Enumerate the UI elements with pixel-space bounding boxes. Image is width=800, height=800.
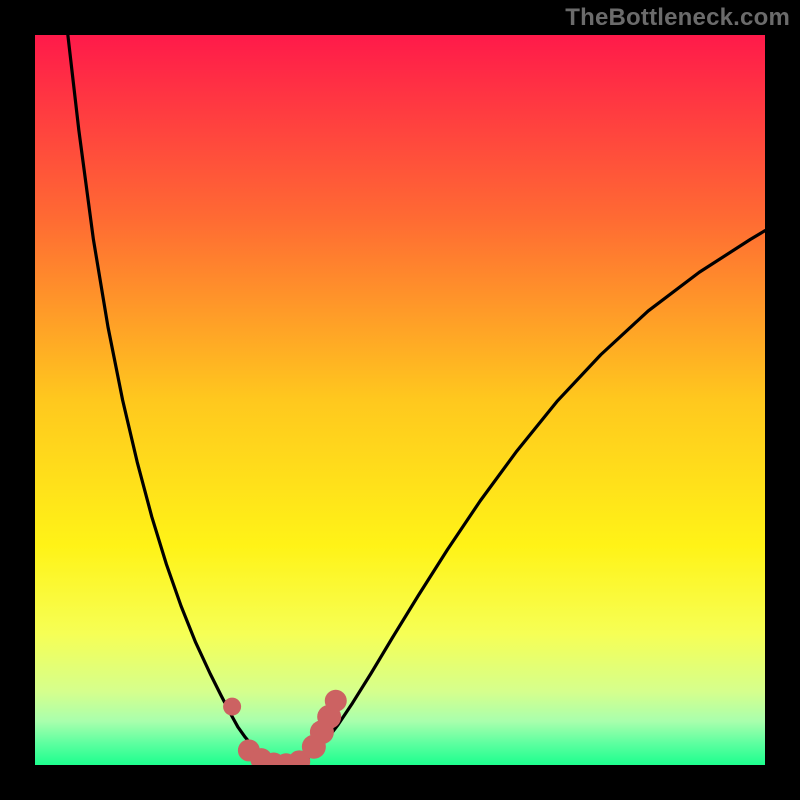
valley-marker — [325, 690, 347, 712]
canvas-root: TheBottleneck.com — [0, 0, 800, 800]
plot-svg — [35, 35, 765, 765]
plot-background — [35, 35, 765, 765]
plot-area — [35, 35, 765, 765]
valley-marker — [223, 698, 241, 716]
watermark: TheBottleneck.com — [565, 4, 790, 32]
